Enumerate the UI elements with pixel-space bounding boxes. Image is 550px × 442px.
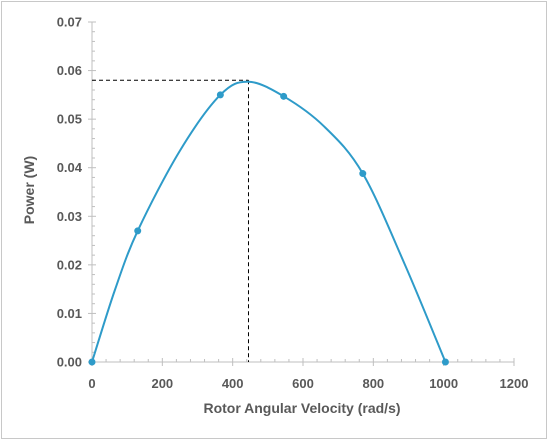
x-tick-label: 600	[292, 376, 314, 391]
x-tick-label: 1200	[500, 376, 529, 391]
series-layer	[88, 80, 449, 366]
data-point	[134, 227, 142, 235]
y-tick-label: 0.00	[57, 355, 82, 370]
y-tick-label: 0.06	[57, 63, 82, 78]
data-point	[441, 358, 449, 366]
series-line	[91, 80, 447, 363]
y-tick-label: 0.01	[57, 306, 82, 321]
x-tick-label: 400	[222, 376, 244, 391]
x-tick-label: 200	[151, 376, 173, 391]
data-point	[216, 91, 224, 99]
peak-guides	[92, 79, 249, 362]
axes: 0.00 0.01 0.02 0.03 0.04 0.05 0.06 0.07 0 200 400 6…	[57, 15, 529, 392]
data-point	[359, 170, 367, 178]
data-point	[88, 358, 96, 366]
x-tick-label: 800	[362, 376, 384, 391]
y-tick-label: 0.03	[57, 209, 82, 224]
x-tick-label: 0	[88, 376, 95, 391]
x-tick-label: 1000	[429, 376, 458, 391]
y-tick-label: 0.07	[57, 15, 82, 30]
y-tick-label: 0.04	[57, 160, 83, 175]
data-point	[280, 92, 288, 100]
y-axis-title: Power (W)	[21, 156, 37, 224]
x-axis-title: Rotor Angular Velocity (rad/s)	[203, 400, 400, 416]
y-tick-label: 0.05	[57, 112, 82, 127]
y-tick-label: 0.02	[57, 257, 82, 272]
